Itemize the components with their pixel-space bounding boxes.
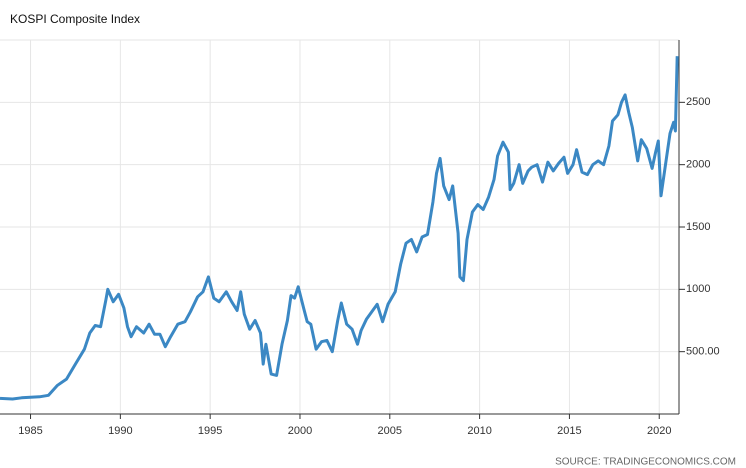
- line-series: [0, 56, 679, 401]
- x-tick-label: 2000: [288, 425, 312, 437]
- source: SOURCE: TRADINGECONOMICS.COM: [555, 457, 736, 468]
- x-tick-label: 2015: [557, 425, 581, 437]
- x-tick-label: 1990: [108, 425, 132, 437]
- x-tick-label: 2020: [647, 425, 671, 437]
- y-tick-label: 2500: [686, 96, 710, 108]
- y-tick-label: 1500: [686, 221, 710, 233]
- x-tick-label: 1995: [198, 425, 222, 437]
- chart-title: KOSPI Composite Index: [10, 12, 140, 26]
- x-tick-label: 2010: [467, 425, 491, 437]
- y-tick-label: 1000: [686, 283, 710, 295]
- x-tick-label: 1985: [18, 425, 42, 437]
- x-tick-label: 2005: [378, 425, 402, 437]
- y-tick-label: 2000: [686, 159, 710, 171]
- y-tick-label: 500.00: [686, 346, 720, 358]
